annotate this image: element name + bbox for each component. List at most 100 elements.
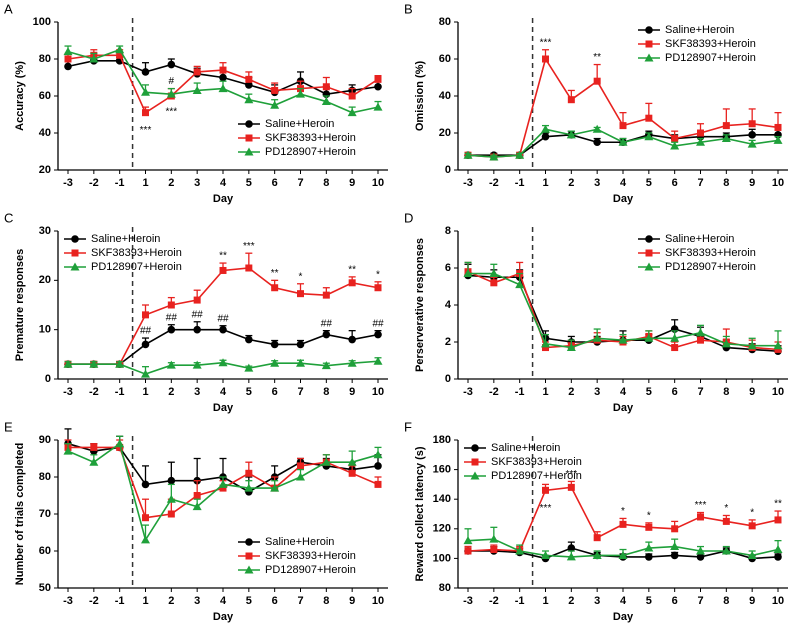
marker-circle (245, 81, 253, 89)
significance-label: # (169, 76, 175, 87)
marker-triangle (747, 341, 757, 350)
y-tick-label: 60 (39, 90, 51, 102)
marker-square (619, 520, 627, 528)
x-tick-label: 10 (772, 177, 784, 189)
marker-circle (141, 340, 150, 349)
panel-label: D (404, 210, 413, 225)
marker-triangle (696, 546, 705, 555)
marker-triangle (244, 95, 254, 104)
marker-square (348, 469, 356, 477)
marker-triangle (192, 502, 202, 511)
marker-circle (696, 553, 705, 561)
x-axis-label: Day (213, 193, 234, 205)
marker-square (297, 290, 304, 298)
marker-square (542, 55, 549, 63)
marker-square (374, 480, 382, 488)
y-tick-label: 70 (39, 508, 51, 520)
marker-triangle (373, 450, 383, 459)
y-tick-label: 120 (433, 523, 451, 535)
marker-triangle (70, 262, 80, 271)
x-tick-label: 6 (672, 386, 678, 398)
x-axis-label: Day (613, 402, 634, 414)
x-tick-label: -1 (515, 177, 525, 189)
marker-triangle (218, 479, 228, 488)
x-tick-label: 10 (772, 595, 784, 607)
marker-square (697, 129, 704, 137)
marker-triangle (270, 483, 280, 492)
panel-label: C (4, 210, 13, 225)
marker-circle (270, 340, 279, 349)
marker-circle (245, 335, 253, 344)
marker-circle (167, 476, 176, 485)
marker-square (245, 264, 253, 272)
legend-label: SKF38393+Heroin (665, 247, 756, 259)
x-tick-label: -2 (89, 177, 99, 189)
marker-triangle (566, 552, 576, 561)
x-tick-label: 1 (542, 595, 548, 607)
marker-circle (471, 444, 479, 452)
x-tick-label: 9 (349, 595, 355, 607)
marker-square (542, 486, 549, 494)
x-tick-label: 6 (672, 595, 678, 607)
y-tick-label: 50 (39, 582, 51, 594)
marker-triangle (721, 546, 731, 555)
marker-triangle (63, 47, 73, 56)
marker-square (142, 514, 149, 522)
significance-label: ## (140, 326, 152, 337)
marker-circle (748, 131, 756, 139)
y-tick-label: 90 (39, 434, 51, 446)
legend-label: PD128907+Heroin (491, 470, 582, 482)
legend-label: Saline+Heroin (265, 536, 334, 548)
marker-circle (374, 330, 382, 339)
significance-label: *** (165, 106, 177, 117)
y-tick-label: 60 (39, 545, 51, 557)
marker-triangle (489, 152, 499, 161)
marker-circle (64, 62, 72, 71)
marker-square (645, 40, 653, 48)
marker-triangle (721, 134, 731, 143)
x-tick-label: 7 (697, 595, 703, 607)
significance-label: * (299, 271, 303, 282)
marker-triangle (541, 124, 550, 133)
marker-triangle (244, 147, 254, 156)
x-tick-label: 4 (220, 177, 227, 189)
marker-circle (567, 544, 576, 552)
marker-triangle (321, 97, 331, 106)
significance-label: *** (140, 125, 152, 136)
x-tick-label: 3 (594, 177, 600, 189)
y-axis-label: Perserverative responses (414, 238, 426, 372)
marker-square (748, 522, 756, 530)
marker-triangle (773, 135, 783, 144)
x-tick-label: 3 (594, 386, 600, 398)
marker-triangle (347, 108, 357, 117)
marker-triangle (747, 139, 757, 148)
significance-label: * (621, 506, 625, 517)
x-tick-label: -1 (115, 177, 125, 189)
x-tick-label: 6 (272, 595, 278, 607)
significance-label: ## (192, 309, 204, 320)
x-tick-label: 2 (168, 595, 174, 607)
marker-circle (348, 335, 356, 344)
marker-circle (774, 553, 782, 561)
panel: D Perserverative responses Day 0 2 4 6 8 -3 -2 -1 1… (404, 210, 788, 414)
marker-square (64, 55, 72, 63)
legend-label: SKF38393+Heroin (265, 550, 356, 562)
y-tick-label: 20 (39, 274, 51, 286)
marker-square (374, 75, 382, 83)
x-axis-label: Day (213, 402, 234, 414)
marker-square (697, 513, 704, 521)
marker-triangle (644, 53, 654, 62)
marker-triangle (89, 359, 99, 368)
x-tick-label: -2 (89, 386, 99, 398)
marker-square (774, 345, 782, 353)
marker-triangle (644, 543, 654, 552)
marker-circle (245, 120, 253, 128)
marker-circle (541, 132, 550, 141)
marker-square (142, 109, 149, 117)
marker-square (245, 469, 253, 477)
y-tick-label: 80 (439, 16, 451, 28)
marker-triangle (696, 137, 705, 146)
panel: C Premature responses Day 0 10 20 30 -3 -2 -1 1 2 3 4… (4, 210, 388, 414)
x-tick-label: 6 (272, 177, 278, 189)
x-tick-label: 2 (568, 177, 574, 189)
